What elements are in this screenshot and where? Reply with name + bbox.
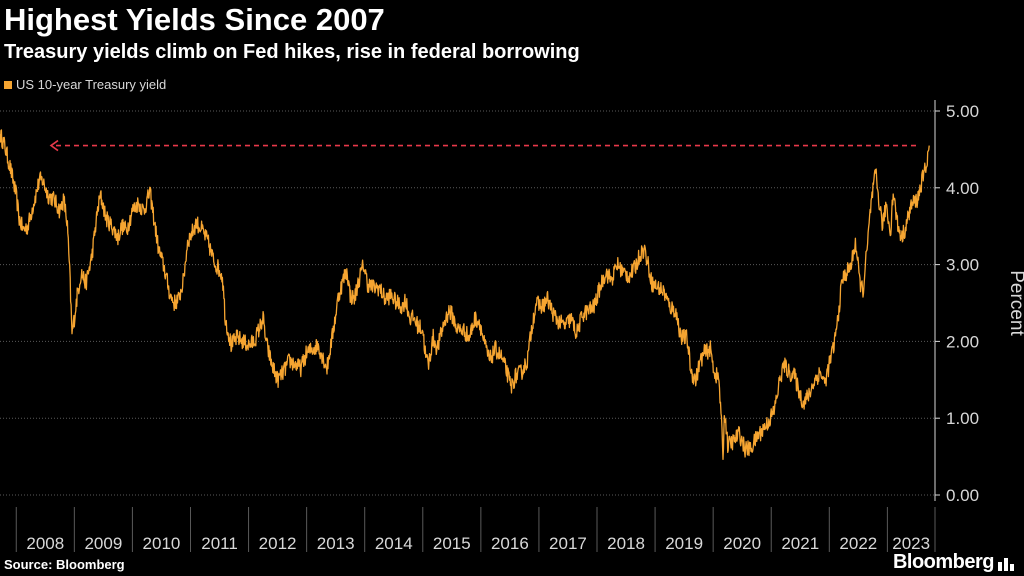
y-axis-title: Percent	[1006, 270, 1024, 336]
series-line-us-10-year-treasury-yield	[0, 129, 930, 460]
x-tick-label: 2021	[781, 534, 819, 553]
y-tick-label: 2.00	[946, 332, 979, 351]
x-tick-label: 2011	[201, 534, 238, 553]
x-tick-label: 2022	[839, 534, 877, 553]
chart-title: Highest Yields Since 2007	[4, 2, 385, 37]
gridlines	[0, 110, 935, 496]
x-tick-label: 2019	[665, 534, 703, 553]
legend: US 10-year Treasury yield	[4, 77, 166, 92]
x-tick-label: 2018	[607, 534, 645, 553]
x-tick-label: 2014	[375, 534, 413, 553]
x-tick-label: 2010	[143, 534, 181, 553]
bloomberg-terminal-icon	[998, 558, 1014, 571]
x-tick-label: 2012	[259, 534, 297, 553]
x-tick-label: 2013	[317, 534, 355, 553]
y-axis-title-group: Percent	[1006, 270, 1024, 336]
series-group	[0, 129, 930, 460]
reference-line-group	[49, 139, 920, 152]
chart-subtitle: Treasury yields climb on Fed hikes, rise…	[4, 41, 580, 63]
y-tick-label: 5.00	[946, 102, 979, 121]
legend-swatch	[4, 80, 12, 89]
legend-label: US 10-year Treasury yield	[16, 77, 167, 92]
x-tick-label: 2017	[549, 534, 587, 553]
brand-logo-text: Bloomberg	[892, 551, 995, 573]
source-note: Source: Bloomberg	[4, 557, 125, 572]
x-tick-label: 2008	[26, 534, 64, 553]
x-tick-label: 2020	[723, 534, 761, 553]
y-tick-label: 0.00	[946, 486, 979, 505]
x-tick-label: 2023	[892, 534, 930, 553]
y-tick-label: 3.00	[946, 256, 979, 275]
x-tick-label: 2009	[84, 534, 122, 553]
x-tick-label: 2015	[433, 534, 471, 553]
y-tick-label: 1.00	[946, 409, 979, 428]
reference-arrow-head	[49, 139, 59, 152]
y-tick-label: 4.00	[946, 179, 979, 198]
axes: 0.00 1.00 2.00 3.00 4.00 5.00 2008 2009 2010 2011…	[15, 100, 979, 553]
x-tick-label: 2016	[491, 534, 529, 553]
